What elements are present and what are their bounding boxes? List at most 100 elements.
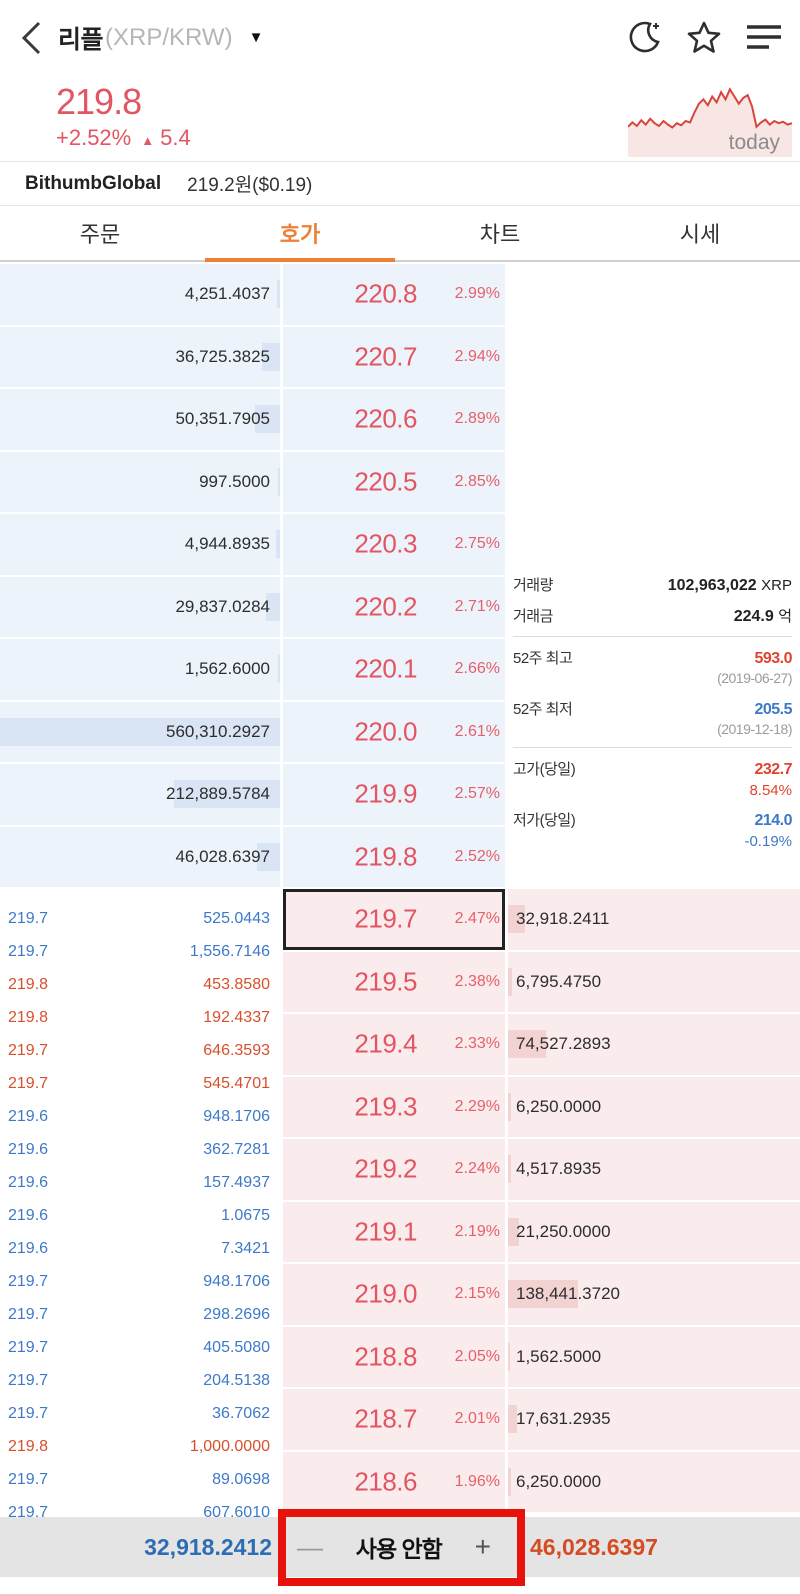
bid-qty-cell[interactable]: 4,517.8935 xyxy=(508,1139,800,1200)
ask-price-cell[interactable]: 219.8 2.52% xyxy=(283,826,505,887)
ask-row[interactable]: 1,562.6000 220.1 2.66% xyxy=(0,639,505,700)
bid-price-cell[interactable]: 218.8 2.05% xyxy=(283,1326,505,1387)
trade-qty: 362.7281 xyxy=(203,1140,270,1158)
bid-row[interactable]: 218.6 1.96% 6,250.0000 xyxy=(283,1451,800,1512)
bid-row[interactable]: 219.7 2.47% 32,918.2411 xyxy=(283,889,800,950)
tab-시세[interactable]: 시세 xyxy=(679,222,721,247)
bid-row[interactable]: 219.3 2.29% 6,250.0000 xyxy=(283,1076,800,1137)
bid-price-cell[interactable]: 219.5 2.38% xyxy=(283,951,505,1012)
bid-price-cell[interactable]: 219.2 2.24% xyxy=(283,1139,505,1200)
ask-price-cell[interactable]: 220.8 2.99% xyxy=(283,264,505,325)
ask-row[interactable]: 50,351.7905 220.6 2.89% xyxy=(0,389,505,450)
coin-title[interactable]: 리플 (XRP/KRW) ▼ xyxy=(58,20,263,56)
ask-row[interactable]: 29,837.0284 220.2 2.71% xyxy=(0,576,505,637)
ask-qty-cell[interactable]: 46,028.6397 xyxy=(0,826,280,887)
bid-depth-bar xyxy=(508,905,525,934)
bid-row[interactable]: 219.1 2.19% 21,250.0000 xyxy=(283,1201,800,1262)
bid-price-cell[interactable]: 219.1 2.19% xyxy=(283,1201,505,1262)
ask-row[interactable]: 997.5000 220.5 2.85% xyxy=(0,451,505,512)
ask-percent: 2.94% xyxy=(454,347,500,365)
bid-qty-cell[interactable]: 138,441.3720 xyxy=(508,1264,800,1325)
favorite-star-icon[interactable] xyxy=(686,20,722,56)
coin-pair: (XRP/KRW) xyxy=(105,23,233,51)
bid-row[interactable]: 218.8 2.05% 1,562.5000 xyxy=(283,1326,800,1387)
header: 리플 (XRP/KRW) ▼ xyxy=(0,0,800,75)
bid-qty-cell[interactable]: 21,250.0000 xyxy=(508,1201,800,1262)
ask-qty-cell[interactable]: 4,944.8935 xyxy=(0,514,280,575)
ask-price-cell[interactable]: 220.6 2.89% xyxy=(283,389,505,450)
bid-price-cell[interactable]: 218.7 2.01% xyxy=(283,1389,505,1450)
stepper-label[interactable]: 사용 안함 xyxy=(355,1536,443,1562)
bid-qty-cell[interactable]: 17,631.2935 xyxy=(508,1389,800,1450)
trade-row: 219.7 204.5138 xyxy=(0,1364,280,1397)
ask-price-cell[interactable]: 219.9 2.57% xyxy=(283,764,505,825)
ask-row[interactable]: 46,028.6397 219.8 2.52% xyxy=(0,826,505,887)
day-high-value: 232.7 xyxy=(754,761,792,778)
bid-price-cell[interactable]: 219.0 2.15% xyxy=(283,1264,505,1325)
trade-qty: 646.3593 xyxy=(203,1041,270,1059)
trade-qty: 157.4937 xyxy=(203,1173,270,1191)
ask-row[interactable]: 4,251.4037 220.8 2.99% xyxy=(0,264,505,325)
ask-price-cell[interactable]: 220.5 2.85% xyxy=(283,451,505,512)
ask-row[interactable]: 36,725.3825 220.7 2.94% xyxy=(0,326,505,387)
minus-button[interactable]: — xyxy=(297,1531,323,1562)
bid-row[interactable]: 219.4 2.33% 74,527.2893 xyxy=(283,1014,800,1075)
ask-qty-cell[interactable]: 560,310.2927 xyxy=(0,701,280,762)
bid-qty-cell[interactable]: 1,562.5000 xyxy=(508,1326,800,1387)
ask-price-cell[interactable]: 220.2 2.71% xyxy=(283,576,505,637)
bid-depth-bar xyxy=(508,1467,511,1496)
bid-row[interactable]: 218.7 2.01% 17,631.2935 xyxy=(283,1389,800,1450)
trade-price: 219.8 xyxy=(8,1008,49,1026)
ask-qty-cell[interactable]: 36,725.3825 xyxy=(0,326,280,387)
bid-percent: 2.38% xyxy=(454,972,500,990)
ask-qty-cell[interactable]: 1,562.6000 xyxy=(0,639,280,700)
bid-row[interactable]: 219.5 2.38% 6,795.4750 xyxy=(283,951,800,1012)
ask-depth-bar xyxy=(0,717,280,746)
amount-unit: 억 xyxy=(778,608,792,625)
ask-price-cell[interactable]: 220.3 2.75% xyxy=(283,514,505,575)
ask-qty-cell[interactable]: 212,889.5784 xyxy=(0,764,280,825)
trade-qty: 89.0698 xyxy=(212,1470,270,1488)
trade-qty: 298.2696 xyxy=(203,1305,270,1323)
bid-row[interactable]: 219.2 2.24% 4,517.8935 xyxy=(283,1139,800,1200)
ask-price-cell[interactable]: 220.0 2.61% xyxy=(283,701,505,762)
ask-price-cell[interactable]: 220.7 2.94% xyxy=(283,326,505,387)
ask-depth-bar xyxy=(266,592,280,621)
trade-row: 219.8 192.4337 xyxy=(0,1001,280,1034)
ask-row[interactable]: 4,944.8935 220.3 2.75% xyxy=(0,514,505,575)
tab-차트[interactable]: 차트 xyxy=(479,222,521,247)
ask-total: 46,028.6397 xyxy=(530,1533,658,1560)
night-mode-icon[interactable] xyxy=(628,20,662,56)
ask-qty-cell[interactable]: 50,351.7905 xyxy=(0,389,280,450)
low52-date: (2019-12-18) xyxy=(717,721,792,737)
bid-qty-cell[interactable]: 74,527.2893 xyxy=(508,1014,800,1075)
bid-qty-cell[interactable]: 6,250.0000 xyxy=(508,1451,800,1512)
tab-호가[interactable]: 호가 xyxy=(200,206,400,262)
ask-row[interactable]: 560,310.2927 220.0 2.61% xyxy=(0,701,505,762)
high52-label: 52주 최고 xyxy=(513,650,573,667)
menu-hamburger-icon[interactable] xyxy=(746,23,782,53)
tab-주문[interactable]: 주문 xyxy=(79,222,121,247)
bid-price-cell[interactable]: 218.6 1.96% xyxy=(283,1451,505,1512)
bid-qty-cell[interactable]: 6,250.0000 xyxy=(508,1076,800,1137)
plus-button[interactable]: + xyxy=(474,1531,491,1562)
ask-qty-cell[interactable]: 4,251.4037 xyxy=(0,264,280,325)
bid-qty: 6,250.0000 xyxy=(516,1096,602,1116)
ask-qty-cell[interactable]: 29,837.0284 xyxy=(0,576,280,637)
bid-price-cell[interactable]: 219.4 2.33% xyxy=(283,1014,505,1075)
caret-down-icon[interactable]: ▼ xyxy=(248,29,264,46)
bid-percent: 2.05% xyxy=(454,1347,500,1365)
bid-qty-cell[interactable]: 32,918.2411 xyxy=(508,889,800,950)
bid-qty-cell[interactable]: 6,795.4750 xyxy=(508,951,800,1012)
bid-price-cell[interactable]: 219.3 2.29% xyxy=(283,1076,505,1137)
up-triangle-icon: ▲ xyxy=(141,132,155,148)
trade-row: 219.6 1.0675 xyxy=(0,1199,280,1232)
ask-price-cell[interactable]: 220.1 2.66% xyxy=(283,639,505,700)
low52-label: 52주 최저 xyxy=(513,701,573,718)
bid-row[interactable]: 219.0 2.15% 138,441.3720 xyxy=(283,1264,800,1325)
bid-price-cell[interactable]: 219.7 2.47% xyxy=(283,889,505,950)
bid-percent: 2.29% xyxy=(454,1097,500,1115)
ask-row[interactable]: 212,889.5784 219.9 2.57% xyxy=(0,764,505,825)
back-button[interactable] xyxy=(8,15,54,61)
ask-qty-cell[interactable]: 997.5000 xyxy=(0,451,280,512)
